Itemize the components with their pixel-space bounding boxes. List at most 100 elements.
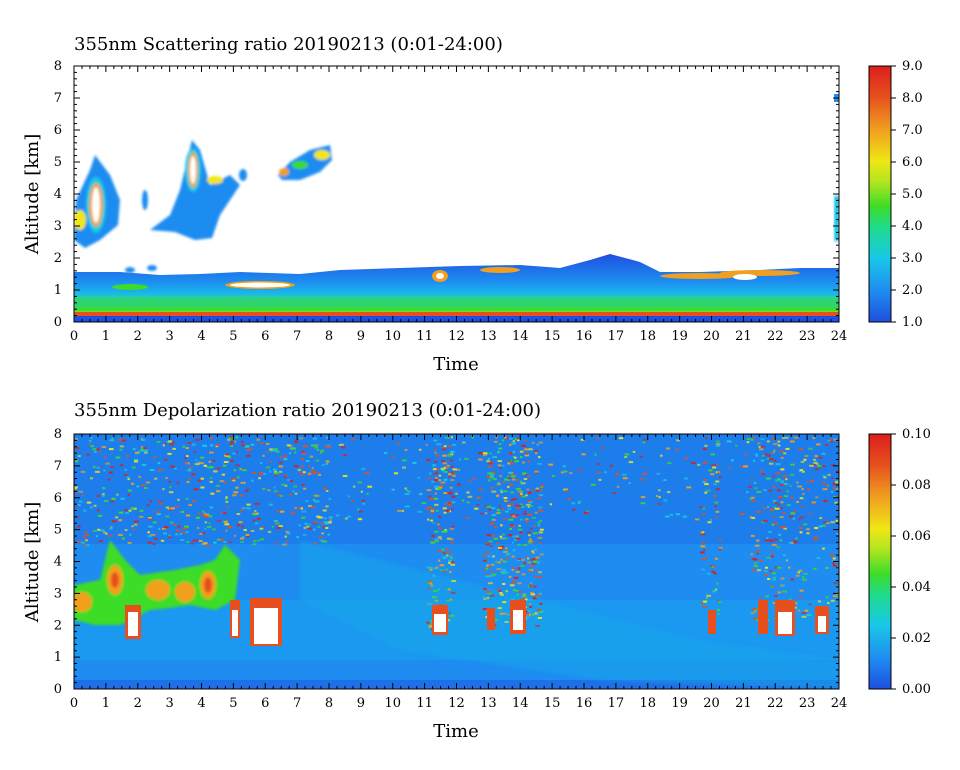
panel1-y-axis: 0 1 2 3 4 5 6 7 8 — [54, 59, 839, 330]
x-tick-label: 15 — [544, 329, 561, 344]
y-tick-label: 2 — [54, 251, 62, 266]
x-tick-label: 18 — [639, 696, 656, 711]
x-tick-label: 20 — [703, 329, 720, 344]
x-tick-label: 22 — [767, 696, 784, 711]
x-tick-label: 19 — [671, 329, 688, 344]
y-tick-label: 1 — [54, 283, 62, 298]
panel2-title: 355nm Depolarization ratio 20190213 (0:0… — [74, 400, 541, 421]
x-tick-label: 10 — [384, 329, 401, 344]
panel2-x-axis: 0 1 2 3 4 5 6 7 8 9 10 11 12 13 14 15 16 17 18 19 20 21 22 23 24 — [70, 434, 847, 711]
depol-white-patches — [125, 598, 829, 646]
colorbar-tick-label: 0.10 — [902, 427, 931, 442]
depol-cloud-band — [74, 540, 240, 625]
cloud-upper-right — [125, 145, 332, 273]
y-tick-label: 4 — [54, 555, 62, 570]
colorbar-tick-label: 7.0 — [902, 123, 923, 138]
y-tick-label: 3 — [54, 586, 62, 601]
panel1-x-axis: 0 1 2 3 4 5 6 7 8 9 10 11 12 13 14 15 16 17 18 19 20 21 22 23 24 — [70, 66, 847, 344]
x-tick-label: 12 — [448, 696, 465, 711]
colorbar-tick-label: 5.0 — [902, 187, 923, 202]
x-tick-label: 0 — [70, 329, 78, 344]
x-tick-label: 22 — [767, 329, 784, 344]
colorbar-tick-label: 6.0 — [902, 155, 923, 170]
x-tick-label: 20 — [703, 696, 720, 711]
colorbar-tick-label: 0.06 — [902, 529, 931, 544]
panel2-colorbar: 0.00 0.02 0.04 0.06 0.08 0.10 — [868, 427, 931, 697]
x-tick-label: 24 — [831, 696, 848, 711]
x-tick-label: 21 — [735, 696, 752, 711]
x-tick-label: 17 — [608, 329, 625, 344]
x-tick-label: 15 — [544, 696, 561, 711]
colorbar-tick-label: 0.00 — [902, 682, 931, 697]
y-tick-label: 6 — [54, 123, 62, 138]
x-tick-label: 23 — [799, 329, 816, 344]
x-tick-label: 8 — [325, 696, 333, 711]
x-tick-label: 2 — [134, 696, 142, 711]
y-tick-label: 3 — [54, 219, 62, 234]
depolarization-ratio-panel: 355nm Depolarization ratio 20190213 (0:0… — [22, 400, 931, 742]
x-tick-label: 16 — [576, 696, 593, 711]
x-tick-label: 1 — [102, 696, 110, 711]
panel1-colorbar: 1.0 2.0 3.0 4.0 5.0 6.0 7.0 8.0 9.0 — [868, 59, 923, 330]
y-tick-label: 1 — [54, 650, 62, 665]
x-tick-label: 5 — [229, 329, 237, 344]
x-tick-label: 3 — [165, 329, 173, 344]
x-tick-label: 6 — [261, 329, 269, 344]
colorbar-tick-label: 0.04 — [902, 580, 931, 595]
y-tick-label: 5 — [54, 155, 62, 170]
x-tick-label: 4 — [197, 696, 205, 711]
y-tick-label: 5 — [54, 523, 62, 538]
y-tick-label: 7 — [54, 91, 62, 106]
x-tick-label: 9 — [357, 696, 365, 711]
y-tick-label: 6 — [54, 491, 62, 506]
colorbar-tick-label: 0.02 — [902, 631, 931, 646]
panel2-y-axis: 0 1 2 3 4 5 6 7 8 — [54, 427, 839, 697]
x-tick-label: 4 — [197, 329, 205, 344]
y-tick-label: 0 — [54, 315, 62, 330]
y-tick-label: 8 — [54, 427, 62, 442]
panel2-x-label: Time — [433, 721, 478, 742]
colorbar-tick-label: 4.0 — [902, 219, 923, 234]
panel1-y-label: Altitude [km] — [22, 134, 43, 256]
panel1-title: 355nm Scattering ratio 20190213 (0:01-24… — [74, 34, 503, 55]
x-tick-label: 5 — [229, 696, 237, 711]
x-tick-label: 2 — [134, 329, 142, 344]
x-tick-label: 23 — [799, 696, 816, 711]
colorbar-tick-label: 9.0 — [902, 59, 923, 74]
cloud-middle — [142, 140, 240, 240]
cloud-left — [74, 155, 120, 248]
colorbar-tick-label: 1.0 — [902, 315, 923, 330]
x-tick-label: 0 — [70, 696, 78, 711]
y-tick-label: 4 — [54, 187, 62, 202]
x-tick-label: 6 — [261, 696, 269, 711]
noise-speckle — [74, 436, 839, 631]
x-tick-label: 13 — [480, 696, 497, 711]
x-tick-label: 11 — [416, 329, 433, 344]
x-tick-label: 17 — [608, 696, 625, 711]
x-tick-label: 3 — [165, 696, 173, 711]
x-tick-label: 11 — [416, 696, 433, 711]
x-tick-label: 10 — [384, 696, 401, 711]
panel1-x-label: Time — [433, 354, 478, 375]
x-tick-label: 21 — [735, 329, 752, 344]
x-tick-label: 13 — [480, 329, 497, 344]
y-tick-label: 2 — [54, 618, 62, 633]
colorbar-tick-label: 3.0 — [902, 251, 923, 266]
x-tick-label: 24 — [831, 329, 848, 344]
y-tick-label: 7 — [54, 459, 62, 474]
x-tick-label: 14 — [512, 696, 529, 711]
panel1-plot-area — [74, 66, 839, 322]
y-tick-label: 8 — [54, 59, 62, 74]
colorbar-tick-label: 0.08 — [902, 478, 931, 493]
panel2-y-label: Altitude [km] — [22, 502, 43, 624]
x-tick-label: 19 — [671, 696, 688, 711]
x-tick-label: 7 — [293, 329, 301, 344]
colorbar-tick-label: 2.0 — [902, 283, 923, 298]
x-tick-label: 18 — [639, 329, 656, 344]
panel2-plot-area — [74, 434, 839, 689]
x-tick-label: 12 — [448, 329, 465, 344]
x-tick-label: 9 — [357, 329, 365, 344]
x-tick-label: 1 — [102, 329, 110, 344]
x-tick-label: 14 — [512, 329, 529, 344]
x-tick-label: 8 — [325, 329, 333, 344]
